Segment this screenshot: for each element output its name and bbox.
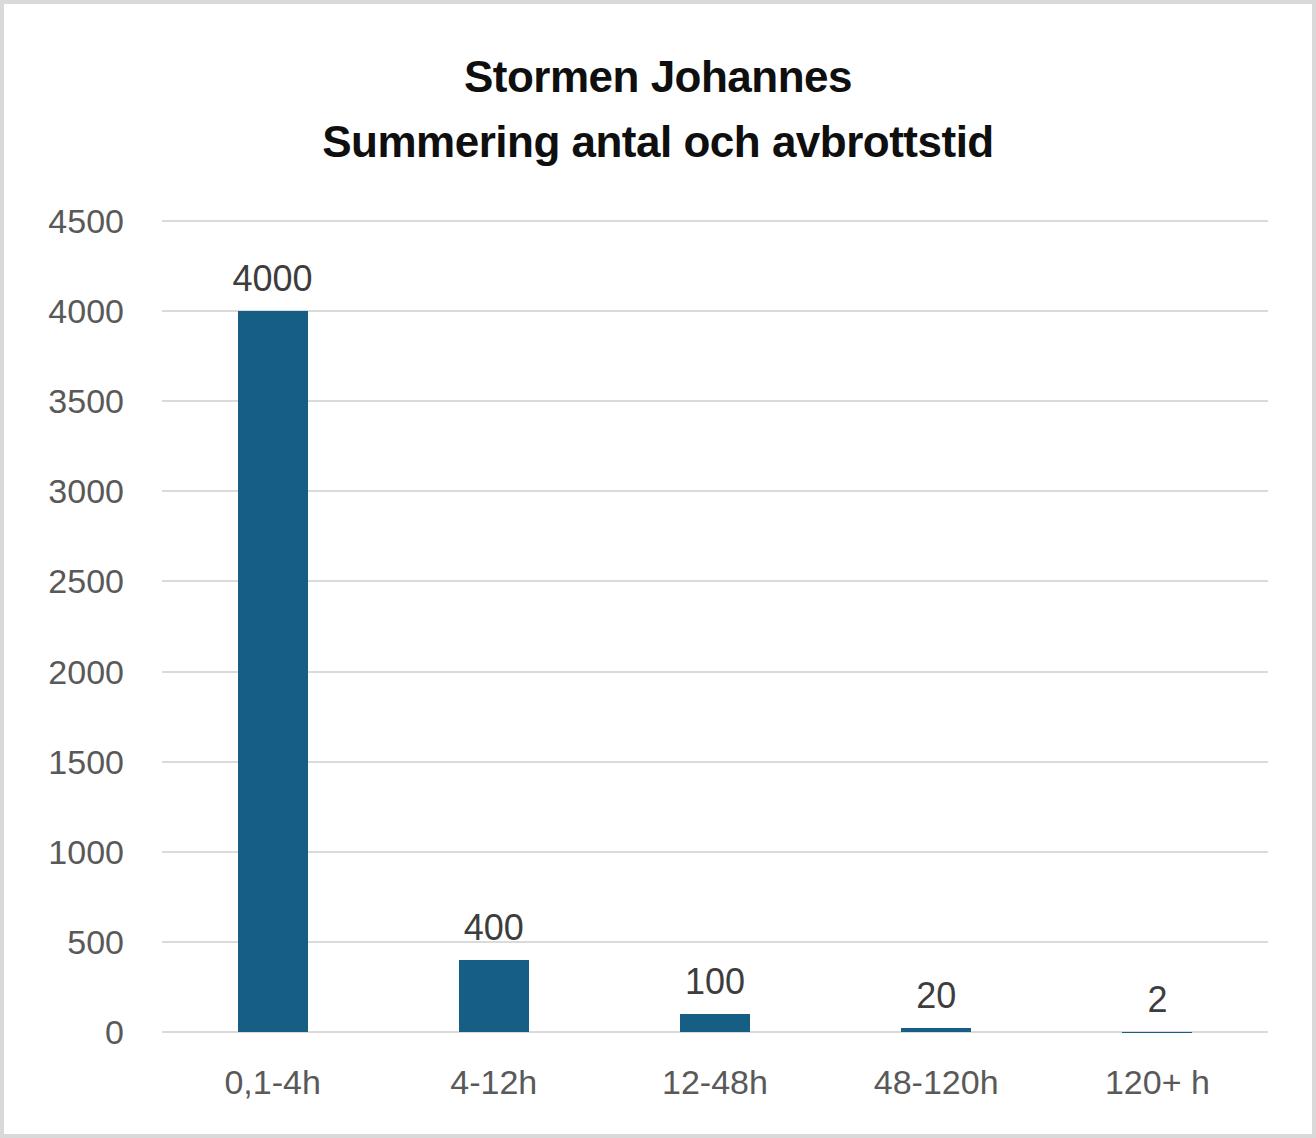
bar — [901, 1028, 971, 1032]
y-axis-tick-label: 500 — [4, 924, 124, 960]
gridline — [162, 400, 1268, 402]
y-axis-tick-label: 3500 — [4, 383, 124, 419]
y-axis-tick-label: 1000 — [4, 834, 124, 870]
x-axis-category-label: 120+ h — [1047, 1062, 1268, 1102]
y-axis-tick-label: 3000 — [4, 473, 124, 509]
chart-title: Stormen Johannes Summering antal och avb… — [4, 44, 1312, 174]
bar — [238, 311, 308, 1032]
x-axis-category-label: 48-120h — [826, 1062, 1047, 1102]
bar-value-label: 400 — [383, 908, 604, 948]
bar-value-label: 2 — [1047, 980, 1268, 1020]
y-axis-tick-label: 2000 — [4, 654, 124, 690]
y-axis-tick-label: 0 — [4, 1014, 124, 1050]
gridline — [162, 941, 1268, 943]
gridline — [162, 310, 1268, 312]
bar — [459, 960, 529, 1032]
y-axis-tick-label: 2500 — [4, 563, 124, 599]
y-axis-tick-label: 4500 — [4, 203, 124, 239]
gridline — [162, 490, 1268, 492]
chart-frame: Stormen Johannes Summering antal och avb… — [0, 0, 1316, 1138]
bar — [680, 1014, 750, 1032]
x-axis-category-label: 0,1-4h — [162, 1062, 383, 1102]
gridline — [162, 851, 1268, 853]
bar-value-label: 100 — [604, 962, 825, 1002]
gridline — [162, 761, 1268, 763]
x-axis-category-label: 4-12h — [383, 1062, 604, 1102]
gridline — [162, 671, 1268, 673]
x-axis-category-label: 12-48h — [604, 1062, 825, 1102]
y-axis-tick-label: 4000 — [4, 293, 124, 329]
y-axis-tick-label: 1500 — [4, 744, 124, 780]
bar-value-label: 4000 — [162, 259, 383, 299]
bar-value-label: 20 — [826, 976, 1047, 1016]
gridline — [162, 580, 1268, 582]
chart-title-line1: Stormen Johannes — [4, 44, 1312, 109]
chart-title-line2: Summering antal och avbrottstid — [4, 109, 1312, 174]
gridline — [162, 220, 1268, 222]
